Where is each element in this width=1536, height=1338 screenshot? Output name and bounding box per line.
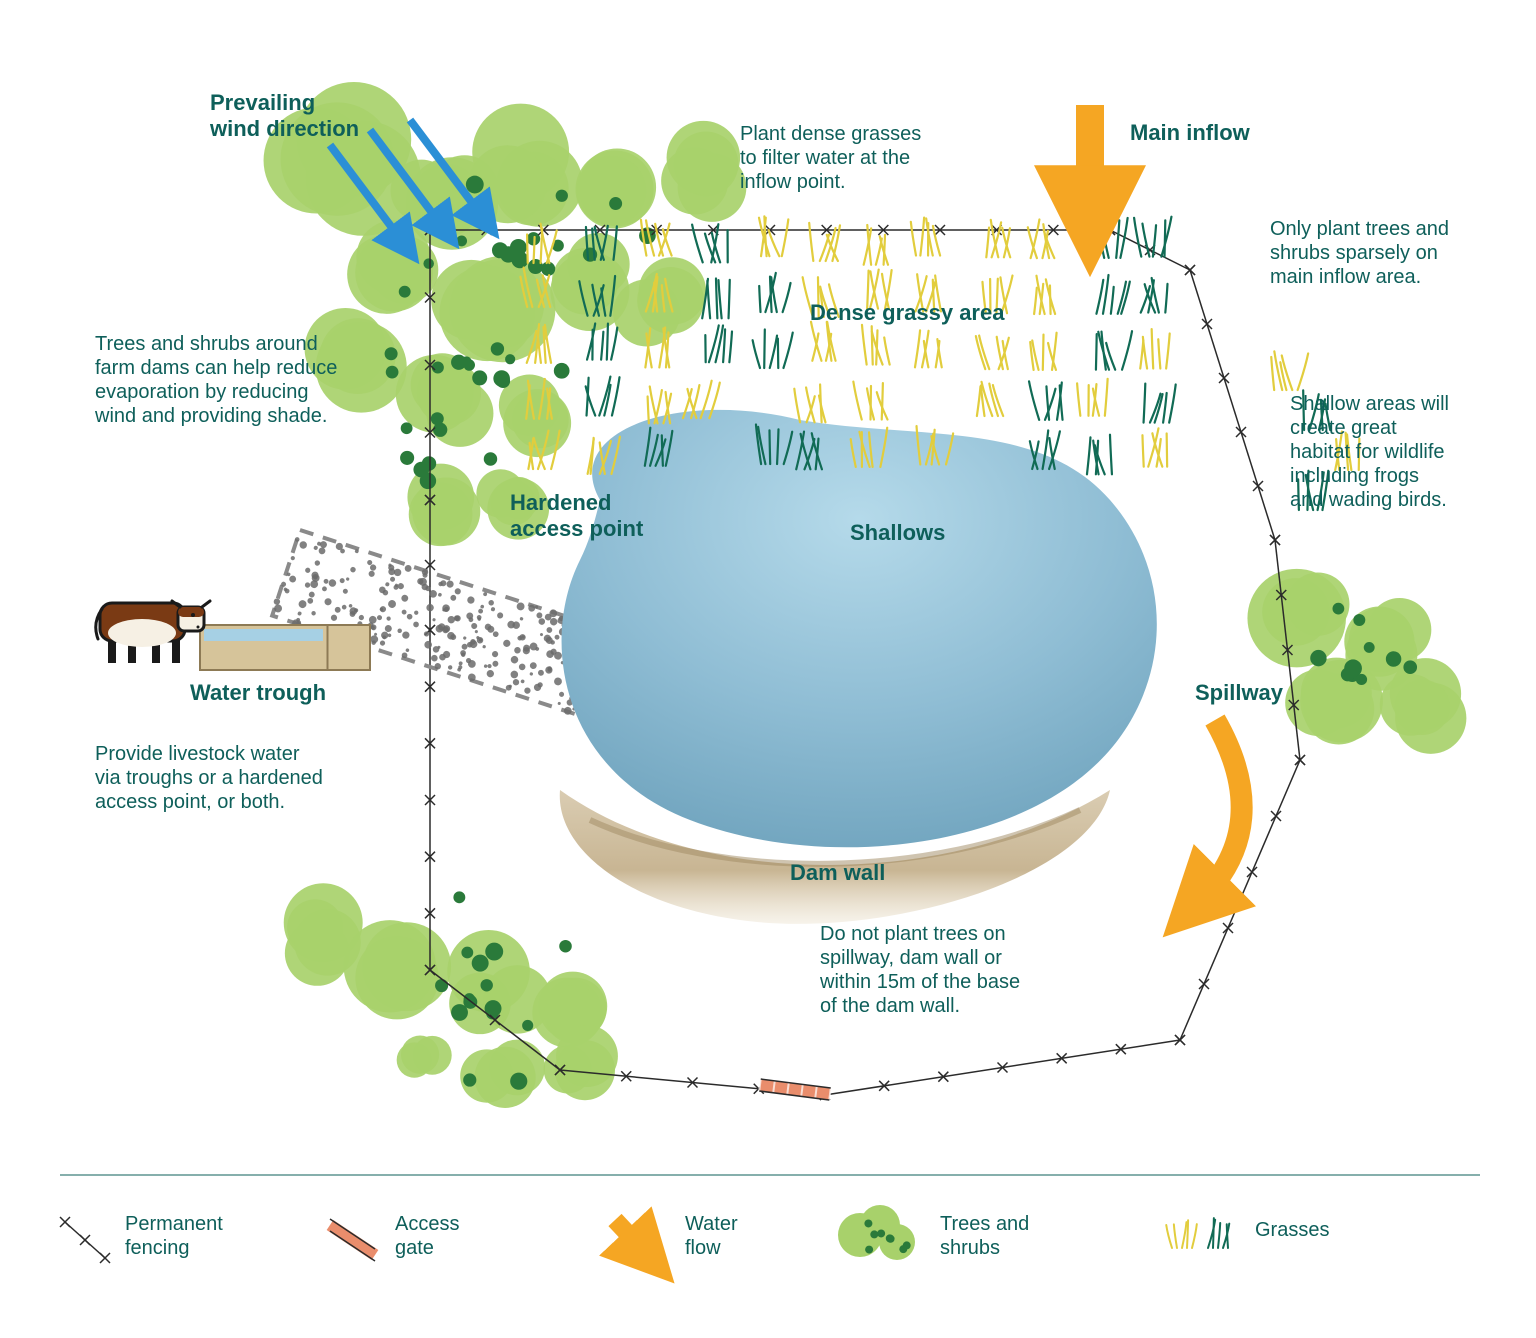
spillway-label: Spillway	[1195, 680, 1284, 705]
spillway-arrow	[1200, 720, 1242, 900]
main-inflow-label: Main inflow	[1130, 120, 1251, 145]
water-trough-label: Water trough	[190, 680, 326, 705]
cow-icon	[96, 601, 210, 663]
dam-body	[560, 410, 1157, 924]
svg-text:Permanentfencing: Permanentfencing	[125, 1213, 223, 1259]
dam-wall-label: Dam wall	[790, 860, 885, 885]
dense-grassy-label: Dense grassy area	[810, 300, 1005, 325]
svg-text:Trees andshrubs: Trees andshrubs	[940, 1213, 1029, 1259]
svg-text:Accessgate: Accessgate	[395, 1213, 459, 1259]
sparse-paragraph: Only plant trees and shrubs sparsely on …	[1270, 218, 1455, 288]
evap-paragraph: Trees and shrubs around farm dams can he…	[94, 333, 343, 427]
inflow-paragraph: Plant dense grasses to filter water at t…	[740, 123, 927, 193]
svg-text:Waterflow: Waterflow	[685, 1213, 738, 1259]
shallow-paragraph: Shallow areas will create great habitat …	[1290, 393, 1455, 511]
trough-paragraph: Provide livestock water via troughs or a…	[95, 743, 329, 813]
legend: Permanentfencing Accessgate Waterflow Trees…	[60, 1205, 1329, 1263]
damwall-paragraph: Do not plant trees on spillway, dam wall…	[819, 923, 1026, 1017]
water-trough	[200, 625, 370, 670]
svg-text:Grasses: Grasses	[1255, 1219, 1329, 1241]
shallows-label: Shallows	[850, 520, 945, 545]
farm-dam-diagram: Prevailing wind direction Main inflow De…	[0, 0, 1536, 1338]
